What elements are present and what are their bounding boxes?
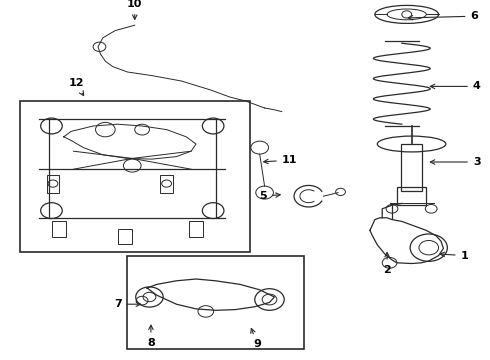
- Text: 5: 5: [259, 191, 280, 201]
- Text: 8: 8: [147, 325, 155, 348]
- Text: 4: 4: [430, 81, 481, 91]
- Text: 7: 7: [114, 299, 141, 309]
- Text: 1: 1: [440, 251, 468, 261]
- Bar: [189, 221, 203, 237]
- Bar: [20, 101, 250, 252]
- Text: 9: 9: [251, 328, 261, 349]
- Text: 12: 12: [68, 78, 84, 96]
- Bar: [52, 221, 66, 237]
- Bar: [160, 175, 173, 193]
- Text: 2: 2: [383, 252, 391, 275]
- Bar: [47, 175, 59, 193]
- Bar: [127, 256, 304, 349]
- Bar: [401, 144, 422, 191]
- Bar: [397, 187, 426, 205]
- Text: 6: 6: [408, 11, 478, 21]
- Text: 11: 11: [264, 155, 297, 165]
- Text: 3: 3: [430, 157, 481, 167]
- Bar: [118, 229, 132, 244]
- Text: 10: 10: [127, 0, 143, 19]
